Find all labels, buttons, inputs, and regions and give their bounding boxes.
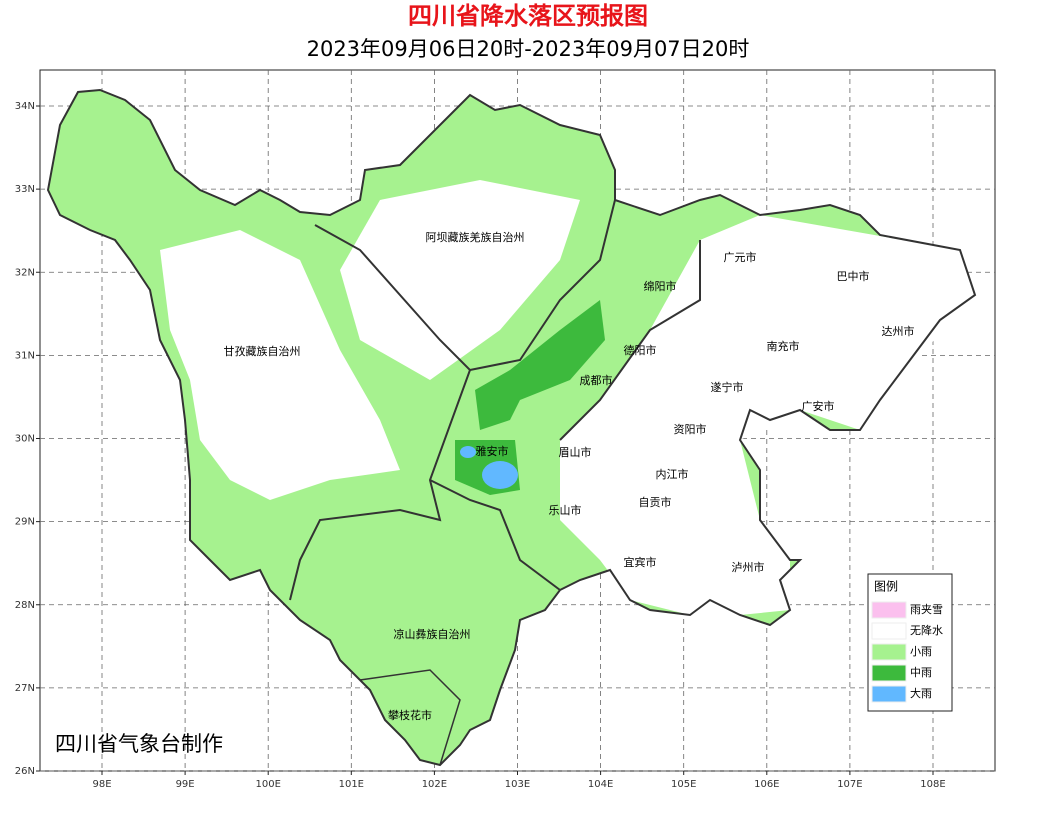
place-label: 眉山市 <box>559 445 592 459</box>
prefecture-border <box>429 479 561 591</box>
y-tick-label: 31N <box>15 350 35 361</box>
legend-label: 小雨 <box>910 645 932 658</box>
x-tick-label: 103E <box>505 779 530 790</box>
place-label: 乐山市 <box>549 503 582 517</box>
heavy-rain-area <box>482 461 518 489</box>
heavy-rain-area <box>460 446 476 458</box>
place-label: 德阳市 <box>624 343 657 357</box>
place-label: 阿坝藏族羌族自治州 <box>426 230 525 244</box>
legend-title: 图例 <box>874 580 898 594</box>
place-label: 雅安市 <box>476 444 509 458</box>
legend-swatch <box>871 685 907 703</box>
place-label: 遂宁市 <box>711 380 744 394</box>
axis-ticks: 98E 99E 100E 101E 102E 103E 104E 105E 106E 107E 10… <box>15 101 946 790</box>
x-tick-label: 104E <box>588 779 613 790</box>
place-label: 甘孜藏族自治州 <box>224 344 301 358</box>
x-tick-label: 108E <box>920 779 945 790</box>
place-label: 南充市 <box>767 339 800 353</box>
no-rain-east <box>560 215 975 615</box>
legend-label: 中雨 <box>910 666 932 679</box>
legend-swatch <box>871 601 907 619</box>
place-label: 泸州市 <box>732 560 765 574</box>
place-label: 巴中市 <box>837 269 870 283</box>
province <box>46 88 977 767</box>
place-label: 凉山彝族自治州 <box>394 627 471 641</box>
x-tick-label: 107E <box>837 779 862 790</box>
subtitle: 2023年09月06日20时-2023年09月07日20时 <box>307 37 750 61</box>
place-label: 宜宾市 <box>624 555 657 569</box>
title: 四川省降水落区预报图 <box>408 2 648 30</box>
x-tick-label: 98E <box>92 779 111 790</box>
x-tick-label: 106E <box>754 779 779 790</box>
credit: 四川省气象台制作 <box>55 732 223 756</box>
y-tick-label: 27N <box>15 683 35 694</box>
prefecture-border <box>559 240 701 441</box>
place-label: 内江市 <box>656 467 689 481</box>
no-rain-center <box>340 180 580 380</box>
y-tick-label: 28N <box>15 600 35 611</box>
legend-label: 雨夹雪 <box>910 603 943 616</box>
province-border <box>46 88 977 767</box>
no-rain-west <box>160 230 400 500</box>
y-tick-label: 34N <box>15 101 35 112</box>
legend-label: 无降水 <box>910 623 943 637</box>
place-label: 攀枝花市 <box>388 708 432 722</box>
place-label: 达州市 <box>882 324 915 338</box>
prefecture-border <box>289 224 472 601</box>
moderate-rain-area <box>475 300 605 430</box>
x-tick-label: 100E <box>255 779 280 790</box>
x-tick-label: 99E <box>176 779 195 790</box>
y-tick-label: 32N <box>15 267 35 278</box>
legend-swatch <box>871 643 907 661</box>
y-tick-label: 33N <box>15 184 35 195</box>
x-tick-label: 102E <box>422 779 447 790</box>
prefecture-border <box>469 199 616 371</box>
place-label: 自贡市 <box>639 495 672 509</box>
y-tick-label: 26N <box>15 766 35 777</box>
legend-swatch <box>871 664 907 682</box>
x-tick-label: 101E <box>339 779 364 790</box>
place-label: 资阳市 <box>674 422 707 436</box>
place-label: 广安市 <box>802 399 835 413</box>
legend-label: 大雨 <box>910 686 932 700</box>
prefecture-border <box>359 669 461 766</box>
y-tick-label: 30N <box>15 434 35 445</box>
place-label: 广元市 <box>724 250 757 264</box>
legend-swatch <box>871 622 907 640</box>
place-label: 成都市 <box>580 373 613 387</box>
x-tick-label: 105E <box>671 779 696 790</box>
place-label: 绵阳市 <box>644 279 677 293</box>
y-tick-label: 29N <box>15 517 35 528</box>
